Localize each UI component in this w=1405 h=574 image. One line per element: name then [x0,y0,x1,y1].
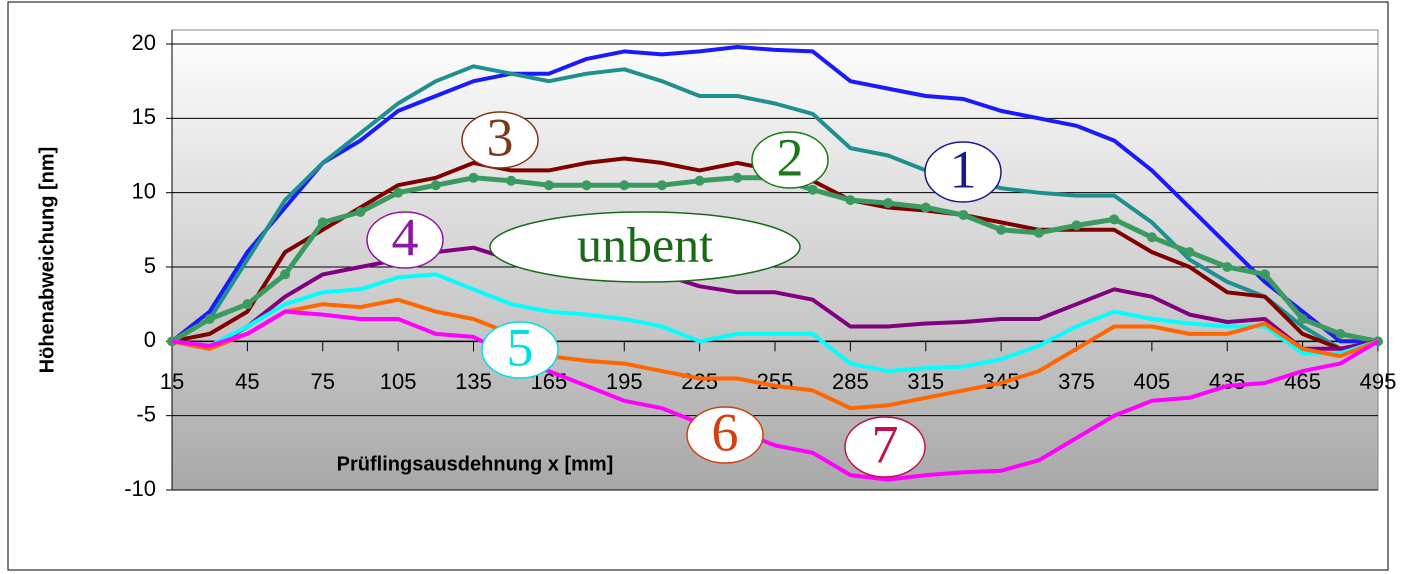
series-marker [581,180,592,191]
series-marker [317,217,328,228]
series-label: 7 [872,414,899,474]
series-label-ellipse [844,416,926,478]
series-label-ellipse [751,131,829,189]
x-tick-label: 195 [606,369,643,394]
series-marker [694,175,705,186]
series-marker [845,195,856,206]
series-label: 6 [712,402,739,462]
y-tick-label: 5 [144,253,156,278]
x-tick-label: 45 [235,369,259,394]
y-tick-label: -10 [124,476,156,501]
series-marker [1033,227,1044,238]
series-label-ellipse [924,141,1002,203]
y-tick-label: 15 [132,104,156,129]
y-tick-label: -5 [136,401,156,426]
series-marker [1335,328,1346,339]
series-marker [883,198,894,209]
series-marker [1184,247,1195,258]
series-marker [656,180,667,191]
x-tick-label: 135 [455,369,492,394]
x-tick-label: 105 [380,369,417,394]
x-tick-label: 495 [1360,369,1397,394]
series-line [171,297,1379,411]
series-label: 5 [507,317,534,377]
series-marker [242,299,253,310]
series-marker [807,184,818,195]
x-tick-label: 75 [311,369,335,394]
series-line [171,245,1379,351]
series-label: 3 [487,107,514,167]
series-marker [958,209,969,220]
series-marker [393,187,404,198]
series-label-ellipse [686,406,764,464]
x-tick-label: 285 [832,369,869,394]
series-marker [619,180,630,191]
x-tick-label: 225 [681,369,718,394]
series-marker [430,180,441,191]
series-line [171,272,1379,374]
series-label-ellipse [461,111,539,169]
series-label-ellipse [489,211,801,283]
series-marker [1297,314,1308,325]
series-marker [996,224,1007,235]
series-marker [1071,220,1082,231]
x-tick-label: 405 [1134,369,1171,394]
series-marker [1222,262,1233,272]
series-label-ellipse [481,321,559,379]
series-marker [355,206,366,217]
x-tick-label: 315 [907,369,944,394]
series-line [170,45,1378,344]
series-label: 2 [777,127,804,187]
series-marker [920,202,931,213]
series-marker [543,180,554,191]
series-marker [468,172,479,183]
series-marker [732,172,743,183]
y-axis-label: Höhenabweichung [nm] [36,147,58,374]
series-label-ellipse [366,211,444,269]
series-marker [506,175,517,186]
series-label: 4 [392,207,419,267]
series-line [171,309,1380,482]
y-tick-label: 10 [132,178,156,203]
series-marker [1259,269,1270,280]
series-marker [204,314,215,325]
series-marker [1146,232,1157,243]
y-tick-label: 20 [132,30,156,55]
x-axis-label: Prüflingsausdehnung x [mm] [337,453,614,475]
y-tick-label: 0 [144,327,156,352]
series-marker [1109,214,1120,225]
series-marker [280,269,291,280]
x-tick-label: 375 [1058,369,1095,394]
series-label: unbent [577,216,713,272]
series-label: 1 [950,139,977,199]
x-tick-label: 15 [160,369,184,394]
